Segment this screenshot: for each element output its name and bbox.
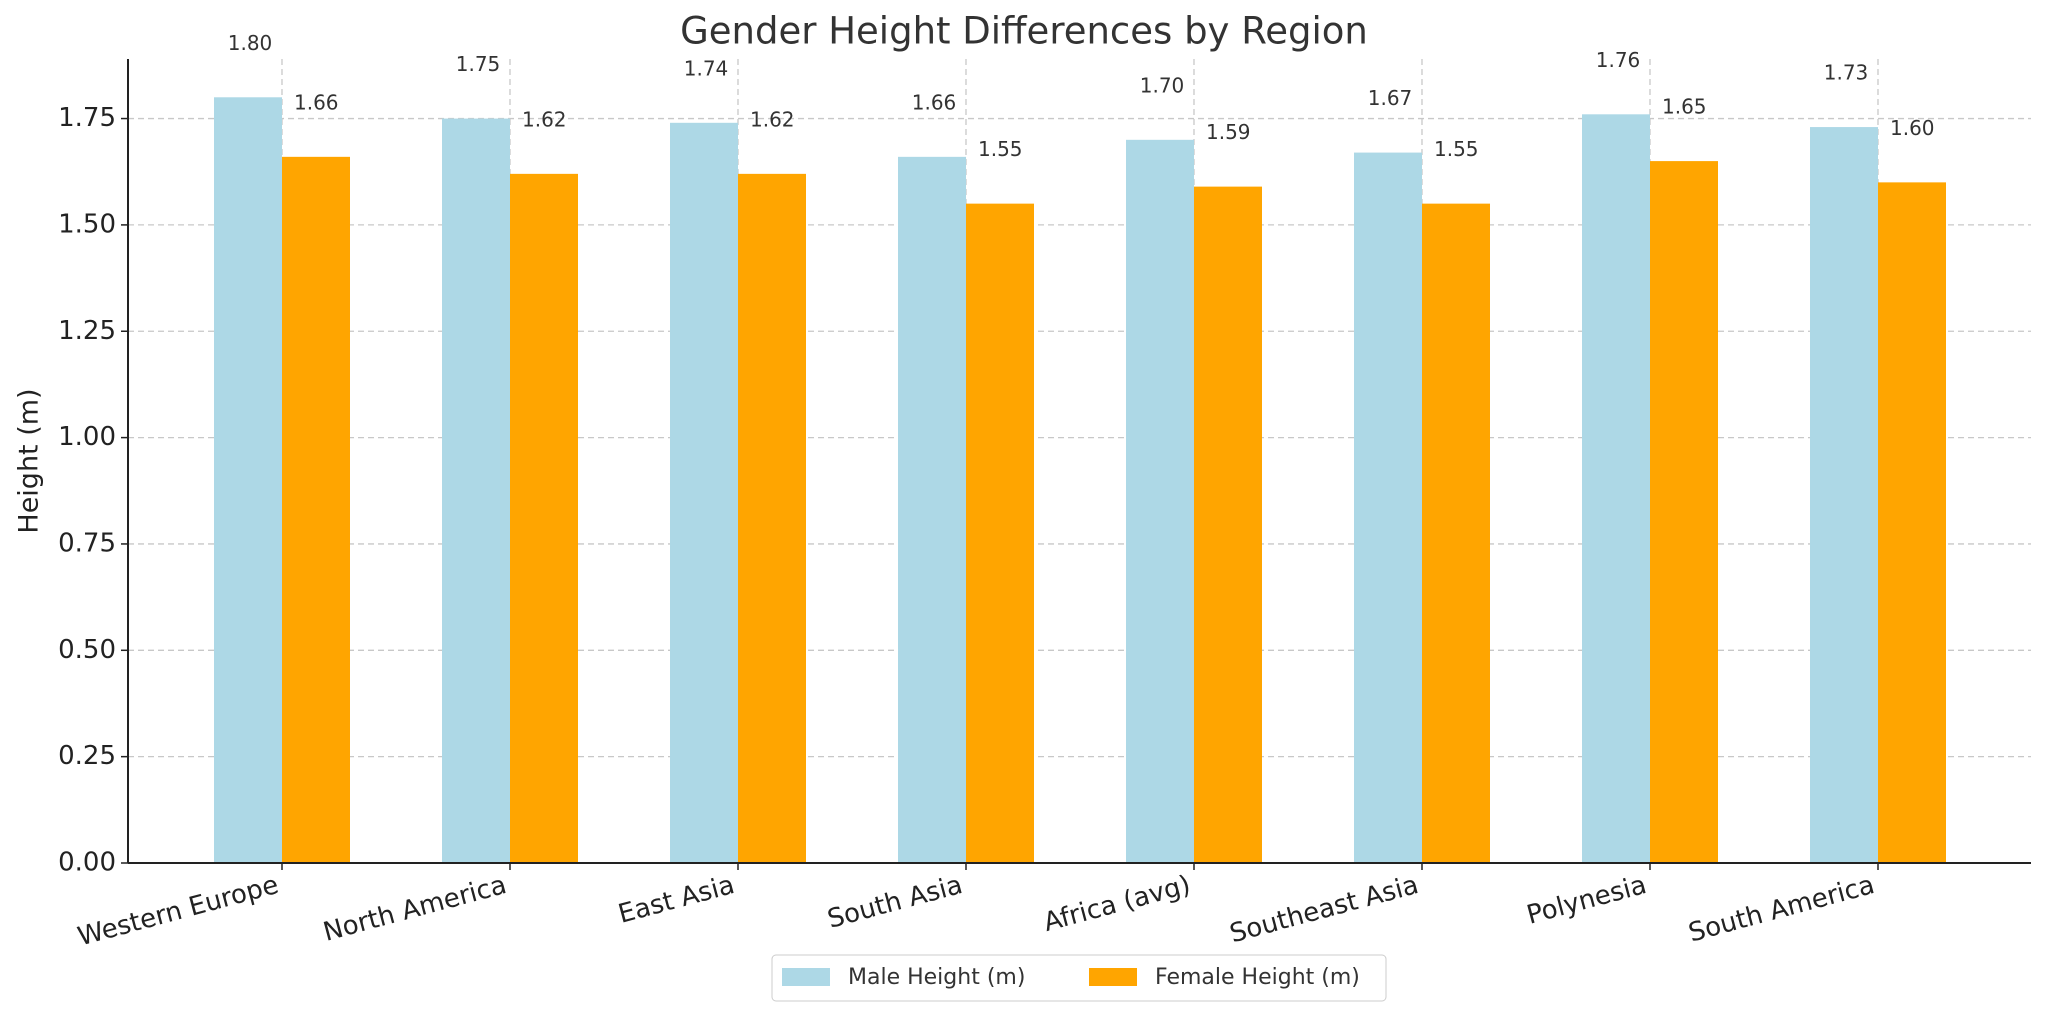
value-label: 1.62 — [750, 107, 795, 131]
value-label: 1.62 — [522, 107, 567, 131]
value-label: 1.73 — [1824, 61, 1869, 85]
y-axis-label: Height (m) — [14, 388, 45, 533]
bar — [898, 156, 966, 864]
y-tick-label: 1.00 — [58, 422, 116, 452]
value-label: 1.74 — [684, 56, 729, 80]
bar — [510, 173, 578, 863]
value-label: 1.80 — [228, 31, 273, 55]
legend-label: Female Height (m) — [1155, 965, 1360, 990]
bar — [1650, 161, 1718, 864]
x-tick-label: South Asia — [824, 870, 965, 935]
value-label: 1.55 — [1434, 137, 1479, 161]
bar — [1194, 186, 1262, 864]
value-label: 1.67 — [1368, 86, 1413, 110]
x-tick-label: Africa (avg) — [1041, 870, 1194, 938]
value-label: 1.66 — [294, 90, 339, 114]
y-tick-label: 0.50 — [58, 635, 116, 665]
bar — [1422, 203, 1490, 864]
value-label: 1.65 — [1662, 95, 1707, 119]
bar — [966, 203, 1034, 864]
bar — [670, 122, 738, 864]
x-tick-label: Western Europe — [75, 870, 282, 952]
chart-title: Gender Height Differences by Region — [680, 10, 1368, 53]
x-tick-label: North America — [320, 870, 510, 948]
y-tick-label: 0.00 — [58, 848, 116, 878]
value-label: 1.55 — [978, 137, 1023, 161]
bar — [1582, 114, 1650, 864]
value-label: 1.66 — [912, 90, 957, 114]
value-label: 1.60 — [1890, 116, 1935, 140]
x-tick-label: Southeast Asia — [1227, 870, 1422, 949]
bar — [282, 156, 350, 864]
x-tick-label: Polynesia — [1524, 870, 1650, 931]
value-label: 1.76 — [1596, 48, 1641, 72]
legend-swatch — [1089, 968, 1137, 986]
x-tick-label: East Asia — [615, 870, 738, 930]
value-label: 1.75 — [456, 52, 501, 76]
y-tick-label: 1.25 — [58, 316, 116, 346]
bar — [214, 97, 282, 864]
y-tick-label: 1.50 — [58, 209, 116, 239]
value-label: 1.59 — [1206, 120, 1251, 144]
bar — [442, 118, 510, 864]
bar — [738, 173, 806, 863]
x-tick-label: South America — [1685, 870, 1877, 948]
y-tick-label: 0.25 — [58, 741, 116, 771]
legend-frame — [771, 954, 1387, 1002]
legend: Male Height (m) Female Height (m) — [771, 954, 1387, 1002]
y-tick-label: 0.75 — [58, 528, 116, 558]
bar — [1878, 182, 1946, 863]
y-tick-label: 1.75 — [58, 103, 116, 133]
value-label: 1.70 — [1140, 73, 1185, 97]
bar — [1126, 139, 1194, 864]
legend-label: Male Height (m) — [848, 965, 1025, 990]
bar — [1354, 152, 1422, 864]
legend-swatch — [782, 968, 830, 986]
bar — [1810, 127, 1878, 864]
